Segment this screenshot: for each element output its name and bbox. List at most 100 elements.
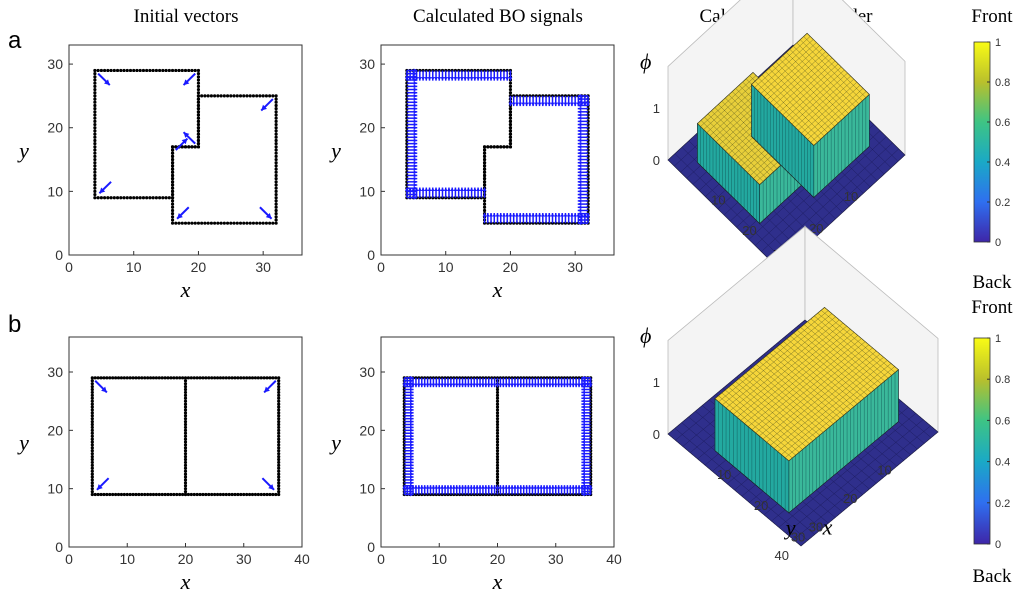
y-tick-label: 20 <box>359 120 375 136</box>
bo-signal-arrow <box>404 440 414 444</box>
bo-signal-arrow <box>565 485 570 495</box>
boundary-dot <box>170 196 175 200</box>
bo-signal-arrow <box>404 428 414 433</box>
bo-signal-arrow <box>581 492 591 497</box>
colorbar-tick-label: 1 <box>995 37 1001 49</box>
x-tick-label: 20 <box>809 221 823 236</box>
boundary-dot <box>196 87 201 92</box>
boundary-dot <box>204 376 208 380</box>
bo-signal-arrow <box>406 109 418 114</box>
boundary-dot <box>183 454 188 459</box>
boundary-dot <box>277 428 281 432</box>
x-tick-label: 0 <box>377 551 385 567</box>
bo-signal-arrow <box>424 70 429 81</box>
bo-signal-arrow <box>524 377 529 388</box>
boundary-dot <box>274 376 278 380</box>
bo-signal-arrow <box>553 377 558 388</box>
bo-signal-arrow <box>527 213 532 224</box>
boundary-dot <box>274 212 278 216</box>
boundary-dot <box>99 492 103 497</box>
bo-signal-arrow <box>582 95 587 107</box>
boundary-dot <box>589 405 593 409</box>
boundary-dot <box>183 399 188 403</box>
boundary-dot <box>495 475 500 479</box>
boundary-dot <box>589 417 593 421</box>
bo-signal-arrow <box>422 377 427 388</box>
x-tick-label: 10 <box>431 551 447 567</box>
bo-signal-arrow <box>425 485 430 495</box>
boundary-dot <box>274 170 278 174</box>
mesh-line <box>703 78 760 130</box>
boundary-dot <box>239 376 243 380</box>
boundary-dot <box>180 145 184 149</box>
bo-signal-arrow <box>406 81 418 86</box>
boundary-dot <box>277 489 281 494</box>
boundary-dot <box>99 196 103 200</box>
mesh-line <box>770 51 826 103</box>
bo-signal-arrow <box>577 189 589 194</box>
bo-signal-arrow <box>513 485 517 495</box>
bo-signal-arrow <box>580 485 584 495</box>
boundary-dot <box>189 376 193 380</box>
boundary-dot <box>183 422 188 427</box>
boundary-dot <box>274 208 278 213</box>
mesh-line <box>762 347 873 440</box>
boundary-dot <box>274 186 278 190</box>
boundary-dot <box>201 376 205 380</box>
boundary-dot <box>508 113 513 117</box>
x-tick-label: 20 <box>191 259 207 275</box>
boundary-dot <box>248 94 252 98</box>
boundary-dot <box>274 173 278 178</box>
boundary-dot <box>111 492 115 497</box>
bo-signal-arrow <box>483 377 488 388</box>
bo-signal-arrow <box>447 70 451 81</box>
bo-signal-arrow <box>460 377 465 388</box>
bo-signal-arrow <box>486 485 491 495</box>
boundary-dot <box>274 110 278 114</box>
mesh-line <box>777 360 888 452</box>
bo-signal-arrow <box>447 187 451 198</box>
mesh-line <box>751 338 862 430</box>
bo-signal-arrow <box>482 213 487 224</box>
colorbar-tick-label: 0 <box>995 237 1001 249</box>
panel-a-bo-signals: 0 10 20 30 0 10 20 30 x y <box>329 44 615 302</box>
boundary-dot <box>183 379 188 383</box>
bo-signal-arrow <box>406 192 418 197</box>
bo-signal-arrow <box>581 375 591 380</box>
boundary-dot <box>196 100 201 104</box>
bo-signal-arrow <box>416 377 421 388</box>
boundary-dot <box>218 376 223 380</box>
boundary-dot <box>183 145 188 149</box>
y-tick-label: 0 <box>55 247 63 263</box>
y-tick-label: 20 <box>47 422 63 438</box>
boundary-dot <box>216 94 220 98</box>
bo-signal-arrow <box>542 377 547 388</box>
boundary-dot <box>248 221 252 225</box>
bo-signal-arrow <box>463 70 468 81</box>
boundary-dot <box>93 119 97 123</box>
bo-signal-arrow <box>504 377 509 388</box>
y-tick-label: 10 <box>359 481 375 497</box>
bo-signal-arrow <box>448 377 453 388</box>
boundary-dot <box>482 180 487 184</box>
boundary-dot <box>193 145 197 149</box>
boundary-dot <box>198 492 202 497</box>
boundary-dot <box>196 113 201 117</box>
mesh-line <box>736 325 847 418</box>
boundary-dot <box>210 376 214 380</box>
bo-signal-arrow <box>577 377 581 388</box>
boundary-dot <box>134 492 138 497</box>
boundary-dot <box>495 466 500 470</box>
boundary-dot <box>277 449 281 453</box>
boundary-dot <box>196 142 201 146</box>
boundary-dot <box>145 68 149 73</box>
boundary-dot <box>196 78 201 82</box>
bo-signal-arrow <box>537 213 542 224</box>
boundary-dot <box>183 487 188 491</box>
boundary-dot <box>163 492 167 497</box>
bo-signal-arrow <box>460 485 465 495</box>
boundary-dot <box>482 164 487 168</box>
bo-signal-arrow <box>463 377 468 388</box>
boundary-dot <box>90 411 94 415</box>
